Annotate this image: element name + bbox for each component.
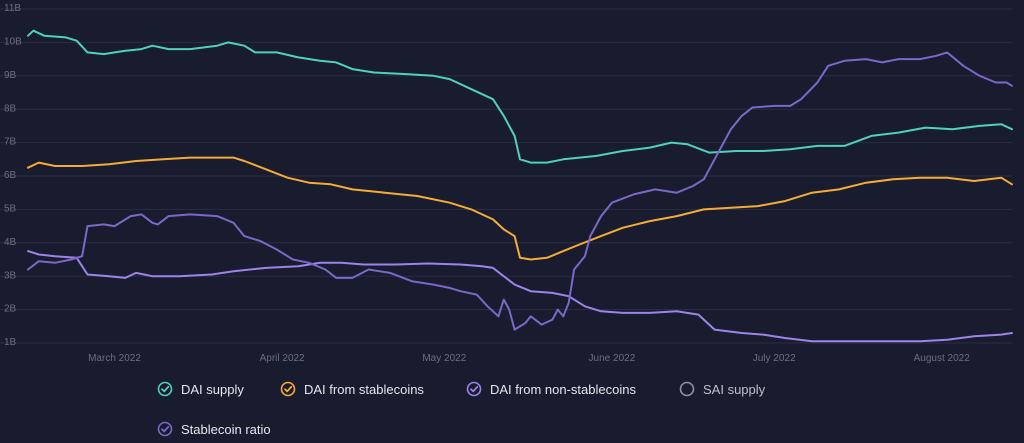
y-tick-label: 2B: [4, 304, 17, 315]
legend-label: DAI from stablecoins: [304, 381, 424, 397]
y-tick-label: 10B: [4, 37, 22, 48]
y-tick-label: 7B: [4, 137, 17, 148]
x-tick-label: July 2022: [753, 353, 796, 364]
check-circle-icon: [466, 381, 482, 397]
series-lines: [27, 29, 1013, 343]
x-tick-label: August 2022: [914, 353, 971, 364]
legend-label: Stablecoin ratio: [181, 421, 271, 437]
x-tick-label: April 2022: [260, 353, 305, 364]
x-tick-label: March 2022: [88, 353, 141, 364]
x-tick-label: June 2022: [589, 353, 636, 364]
check-circle-icon: [157, 421, 173, 437]
y-tick-label: 3B: [4, 270, 17, 281]
legend-item-dai-from-stablecoins[interactable]: DAI from stablecoins: [280, 381, 424, 397]
legend-label: DAI supply: [181, 381, 244, 397]
y-tick-label: 9B: [4, 70, 17, 81]
empty-circle-icon: [679, 381, 695, 397]
check-circle-icon: [157, 381, 173, 397]
legend-item-dai-supply[interactable]: DAI supply: [157, 381, 244, 397]
x-axis-ticks: March 2022 April 2022 May 2022 June 2022 Jul…: [88, 353, 970, 364]
legend-item-sai-supply[interactable]: SAI supply: [679, 381, 765, 397]
series-line-dai-from-non-stablecoins: [27, 250, 1013, 343]
legend-item-stablecoin-ratio[interactable]: Stablecoin ratio: [157, 421, 271, 437]
y-axis-ticks: 1B 2B 3B 4B 5B 6B 7B 8B 9B 10B 11B: [4, 3, 22, 348]
y-tick-label: 4B: [4, 237, 17, 248]
legend-item-dai-from-non-stablecoins[interactable]: DAI from non-stablecoins: [466, 381, 636, 397]
series-line-dai-from-stablecoins: [27, 156, 1013, 261]
line-chart: 1B 2B 3B 4B 5B 6B 7B 8B 9B 10B 11B March 2022 April…: [0, 3, 1013, 364]
y-tick-label: 11B: [4, 3, 21, 14]
x-tick-label: May 2022: [422, 353, 466, 364]
y-tick-label: 1B: [4, 337, 17, 348]
check-circle-icon: [280, 381, 296, 397]
y-tick-label: 6B: [4, 170, 17, 181]
series-line-dai-supply: [27, 29, 1013, 164]
series-line-stablecoin-ratio: [27, 51, 1013, 331]
y-tick-label: 8B: [4, 103, 17, 114]
y-tick-label: 5B: [4, 204, 17, 215]
legend-label: DAI from non-stablecoins: [490, 381, 636, 397]
legend-label: SAI supply: [703, 381, 766, 397]
